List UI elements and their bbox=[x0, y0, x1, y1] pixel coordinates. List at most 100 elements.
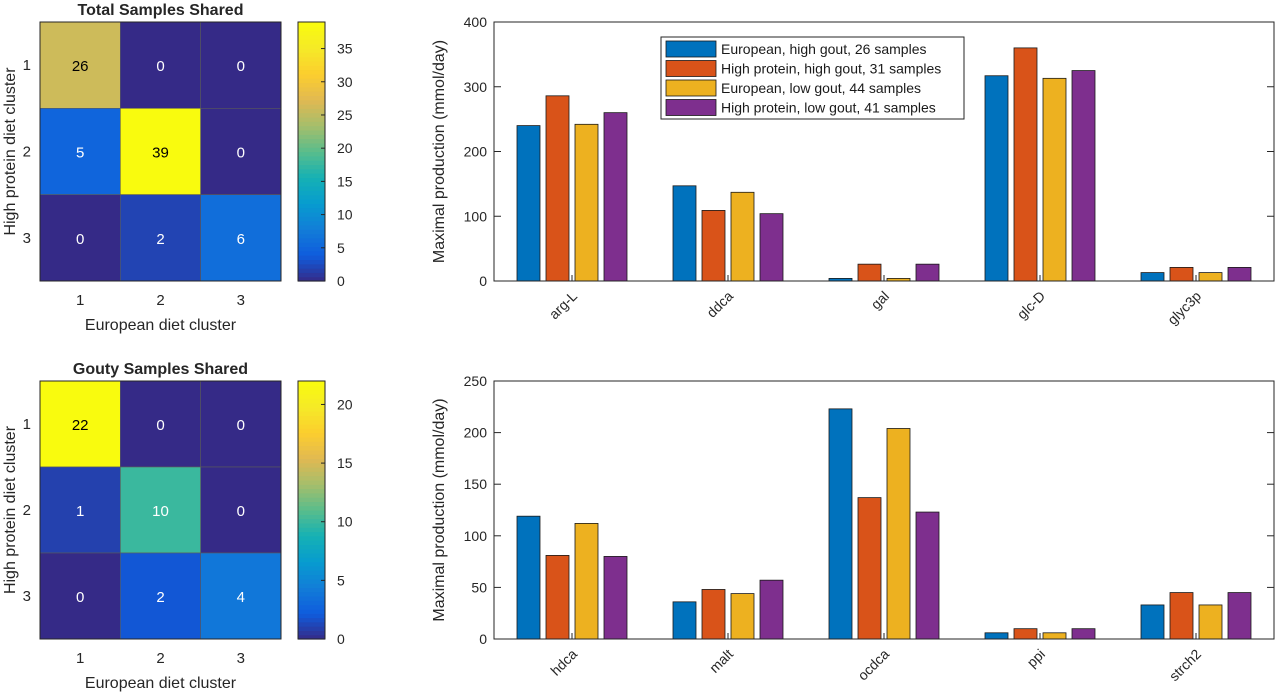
heatmap-cell-label: 0 bbox=[237, 417, 245, 434]
colorbar-segment bbox=[298, 246, 325, 252]
colorbar-segment bbox=[298, 138, 325, 144]
colorbar-segment bbox=[298, 69, 325, 75]
colorbar-segment bbox=[298, 259, 325, 265]
colorbar-tick-label: 15 bbox=[337, 455, 353, 471]
heatmap-y-axis-label: High protein diet cluster bbox=[2, 425, 19, 594]
colorbar-segment bbox=[298, 557, 325, 563]
bar bbox=[516, 515, 541, 640]
colorbar-tick-label: 0 bbox=[337, 631, 345, 647]
y-tick-label: 250 bbox=[464, 373, 488, 389]
heatmap-x-tick-label: 3 bbox=[237, 650, 245, 667]
bar bbox=[672, 185, 697, 282]
heatmap-cell-label: 39 bbox=[152, 145, 169, 162]
colorbar-segment bbox=[298, 34, 325, 40]
colorbar-segment bbox=[298, 216, 325, 222]
heatmap-cell bbox=[200, 108, 282, 195]
heatmap-cell bbox=[39, 466, 121, 554]
colorbar-segment bbox=[298, 570, 325, 576]
heatmap-cell bbox=[120, 552, 201, 640]
bar bbox=[516, 125, 541, 282]
colorbar-segment bbox=[298, 164, 325, 170]
colorbar-segment bbox=[298, 47, 325, 53]
colorbar-segment bbox=[298, 385, 325, 391]
colorbar-tick-label: 20 bbox=[337, 396, 353, 412]
colorbar-segment bbox=[298, 224, 325, 230]
heatmap-cell bbox=[120, 194, 201, 282]
colorbar-segment bbox=[298, 207, 325, 213]
bar-panel-3: hdca malt ocdca ppi strch2050100150200250Max… bbox=[431, 373, 1275, 684]
colorbar-segment bbox=[298, 22, 325, 27]
heatmap-cell-label: 0 bbox=[156, 58, 164, 75]
colorbar-segment bbox=[298, 108, 325, 114]
heatmap-cell-label: 22 bbox=[72, 417, 89, 434]
bar bbox=[1042, 77, 1067, 282]
colorbar-segment bbox=[298, 514, 325, 520]
legend-label: European, low gout, 44 samples bbox=[721, 80, 921, 96]
colorbar-segment bbox=[298, 613, 325, 619]
heatmap-cell-label: 0 bbox=[156, 417, 164, 434]
colorbar-segment bbox=[298, 60, 325, 66]
colorbar-segment bbox=[298, 540, 325, 545]
bar bbox=[1071, 70, 1096, 282]
colorbar-segment bbox=[298, 151, 325, 157]
heatmap-cell bbox=[120, 21, 201, 109]
heatmap-cell bbox=[200, 380, 282, 468]
colorbar-segment bbox=[298, 531, 325, 537]
colorbar-segment bbox=[298, 237, 325, 243]
colorbar-segment bbox=[298, 268, 325, 273]
bar bbox=[1042, 632, 1067, 640]
colorbar-frame bbox=[297, 380, 326, 640]
colorbar-segment bbox=[298, 587, 325, 593]
colorbar-tick-label: 5 bbox=[337, 572, 345, 588]
colorbar-segment bbox=[298, 155, 325, 161]
bar bbox=[1227, 592, 1252, 640]
colorbar: 0 5 10 15 20 25 30 35 bbox=[297, 21, 353, 289]
heatmap-x-axis-label: European diet cluster bbox=[85, 675, 237, 692]
colorbar-segment bbox=[298, 583, 325, 588]
colorbar: 0 5 10 15 20 bbox=[297, 380, 353, 647]
colorbar-segment bbox=[298, 142, 325, 148]
colorbar-segment bbox=[298, 52, 325, 58]
heatmap-cell-label: 0 bbox=[237, 145, 245, 162]
colorbar-segment bbox=[298, 600, 325, 606]
colorbar-segment bbox=[298, 402, 325, 408]
y-tick-label: 50 bbox=[471, 579, 487, 595]
heatmap-cell-label: 1 bbox=[76, 503, 84, 520]
colorbar-segment bbox=[298, 432, 325, 438]
colorbar-segment bbox=[298, 82, 325, 88]
colorbar-segment bbox=[298, 411, 325, 416]
heatmap-x-tick-label: 1 bbox=[76, 292, 84, 309]
heatmap-cell-label: 0 bbox=[237, 58, 245, 75]
y-tick-label: 400 bbox=[464, 14, 488, 30]
colorbar-segment bbox=[298, 30, 325, 36]
colorbar-segment bbox=[298, 73, 325, 79]
colorbar-segment bbox=[298, 233, 325, 239]
colorbar-segment bbox=[298, 78, 325, 84]
bar bbox=[1013, 628, 1038, 640]
heatmap-title: Total Samples Shared bbox=[78, 2, 244, 19]
bar bbox=[1071, 628, 1096, 640]
colorbar-segment bbox=[298, 276, 325, 282]
heatmap-y-tick-label: 1 bbox=[23, 416, 31, 433]
bar bbox=[759, 213, 784, 282]
colorbar-frame bbox=[297, 21, 326, 282]
bar bbox=[984, 632, 1009, 640]
y-tick-label: 0 bbox=[479, 631, 487, 647]
colorbar-tick-label: 5 bbox=[337, 240, 345, 256]
bar bbox=[1169, 267, 1194, 282]
colorbar-segment bbox=[298, 220, 325, 226]
colorbar-segment bbox=[298, 561, 325, 567]
bar bbox=[1198, 272, 1223, 282]
colorbar-segment bbox=[298, 398, 325, 404]
colorbar-segment bbox=[298, 596, 325, 601]
colorbar-segment bbox=[298, 56, 325, 62]
bar bbox=[915, 263, 940, 282]
colorbar-segment bbox=[298, 471, 325, 477]
colorbar-segment bbox=[298, 535, 325, 541]
colorbar-tick-label: 20 bbox=[337, 140, 353, 156]
heatmap-y-tick-label: 1 bbox=[23, 57, 31, 74]
colorbar-segment bbox=[298, 505, 325, 511]
y-tick-label: 100 bbox=[464, 208, 488, 224]
colorbar-segment bbox=[298, 441, 325, 447]
y-tick-label: 100 bbox=[464, 528, 488, 544]
